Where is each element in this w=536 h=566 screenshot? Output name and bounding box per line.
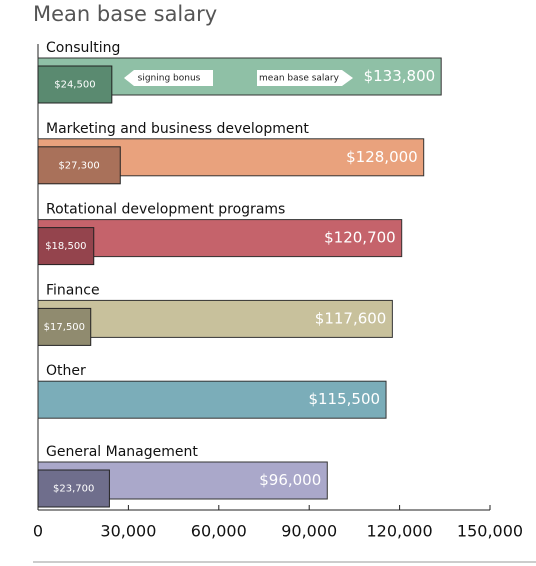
category-label: Finance [46,282,100,298]
x-tick-label: 0 [33,522,43,541]
bonus-bar [37,307,92,346]
category-label: Rotational development programs [46,202,285,218]
legend-label: signing bonus [138,74,201,84]
bonus-bar [37,227,95,266]
x-tick-label: 150,000 [457,522,523,541]
value-label: $133,800 [364,67,436,85]
bonus-label: $23,700 [53,484,94,495]
value-label: $120,700 [324,229,396,247]
bonus-label: $27,300 [58,160,99,171]
legend-arrow [257,70,353,86]
category-label: Consulting [46,40,120,56]
value-label: $96,000 [259,471,321,489]
bonus-bar [37,146,121,185]
bonus-label: $17,500 [44,322,85,333]
bonus-label: $18,500 [45,241,86,252]
bar [37,299,393,338]
x-tick-label: 90,000 [281,522,337,541]
bonus-label: $24,500 [54,80,95,91]
bar [37,380,387,419]
x-tick-label: 60,000 [191,522,247,541]
legend-arrow [124,70,213,86]
value-label: $115,500 [308,390,380,408]
category-label: Marketing and business development [46,121,309,137]
value-label: $128,000 [346,148,418,166]
category-label: Other [46,363,86,379]
x-tick-label: 30,000 [100,522,156,541]
bonus-bar [37,65,113,104]
category-label: General Management [46,444,198,460]
bonus-bar [37,469,110,508]
chart-title: Mean base salary [33,2,217,26]
bar [37,219,403,258]
value-label: $117,600 [315,309,387,327]
legend-label: mean base salary [259,74,340,84]
x-tick-label: 120,000 [367,522,433,541]
